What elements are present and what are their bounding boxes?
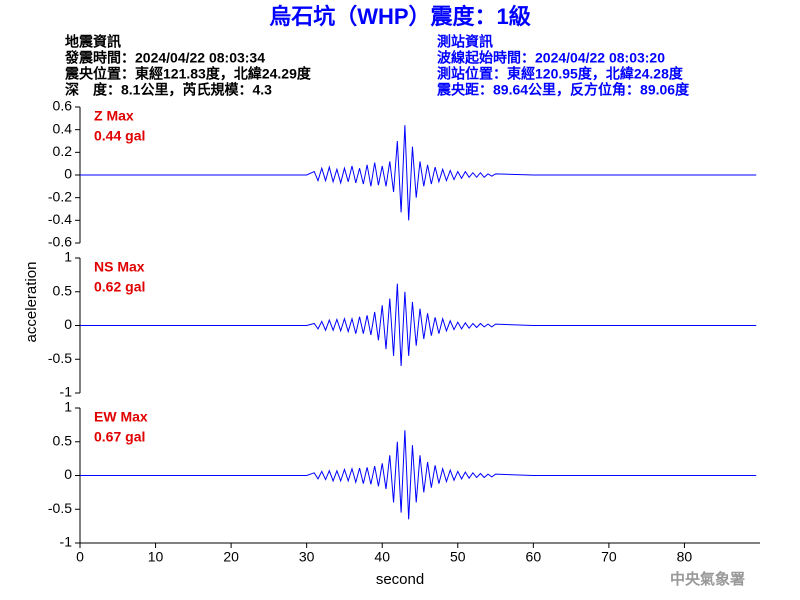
event-info: 地震資訊 [65, 34, 121, 50]
y-tick-label: 1 [64, 399, 72, 415]
y-tick-label: 0.5 [53, 282, 73, 298]
x-tick-label: 60 [526, 549, 542, 565]
annotation: 0.67 gal [94, 429, 145, 445]
annotation: NS Max [94, 259, 145, 275]
y-tick-label: -1 [60, 384, 73, 400]
x-axis-label: second [376, 571, 424, 588]
waveform [80, 125, 757, 221]
annotation: 0.44 gal [94, 128, 145, 144]
annotation: Z Max [94, 108, 134, 124]
y-tick-label: 0.5 [53, 432, 73, 448]
annotation: EW Max [94, 409, 148, 425]
x-tick-label: 70 [601, 549, 617, 565]
waveform [80, 283, 757, 367]
event-info: 發震時間：2024/04/22 08:03:34 [64, 50, 265, 66]
y-tick-label: -0.4 [48, 211, 72, 227]
y-tick-label: -0.6 [48, 234, 72, 250]
event-info: 深 度：8.1公里，芮氏規模：4.3 [65, 82, 272, 98]
waveform [80, 430, 757, 520]
y-tick-label: -1 [60, 534, 73, 550]
x-tick-label: 40 [374, 549, 390, 565]
y-tick-label: 1 [64, 249, 72, 265]
y-tick-label: 0.2 [53, 143, 73, 159]
y-tick-label: 0 [64, 166, 72, 182]
x-tick-label: 30 [299, 549, 315, 565]
x-tick-label: 0 [76, 549, 84, 565]
y-tick-label: -0.5 [48, 500, 72, 516]
station-info: 波線起始時間：2024/04/22 08:03:20 [437, 50, 665, 66]
footer: 中央氣象署 [670, 570, 745, 588]
station-info: 測站位置：東經120.95度，北緯24.28度 [437, 66, 684, 82]
y-tick-label: -0.2 [48, 188, 72, 204]
y-axis-label: acceleration [23, 262, 40, 343]
x-tick-label: 80 [677, 549, 693, 565]
y-tick-label: 0 [64, 466, 72, 482]
station-info: 震央距：89.64公里，反方位角：89.06度 [436, 82, 690, 98]
y-tick-label: -0.5 [48, 350, 72, 366]
x-tick-label: 10 [148, 549, 164, 565]
x-tick-label: 50 [450, 549, 466, 565]
y-tick-label: 0 [64, 316, 72, 332]
annotation: 0.62 gal [94, 279, 145, 295]
station-info: 測站資訊 [437, 34, 493, 50]
event-info: 震央位置：東經121.83度，北緯24.29度 [64, 66, 312, 82]
x-tick-label: 20 [223, 549, 239, 565]
chart-title: 烏石坑（WHP）震度：1級 [269, 4, 531, 29]
y-tick-label: 0.6 [53, 98, 73, 114]
y-tick-label: 0.4 [53, 120, 73, 136]
